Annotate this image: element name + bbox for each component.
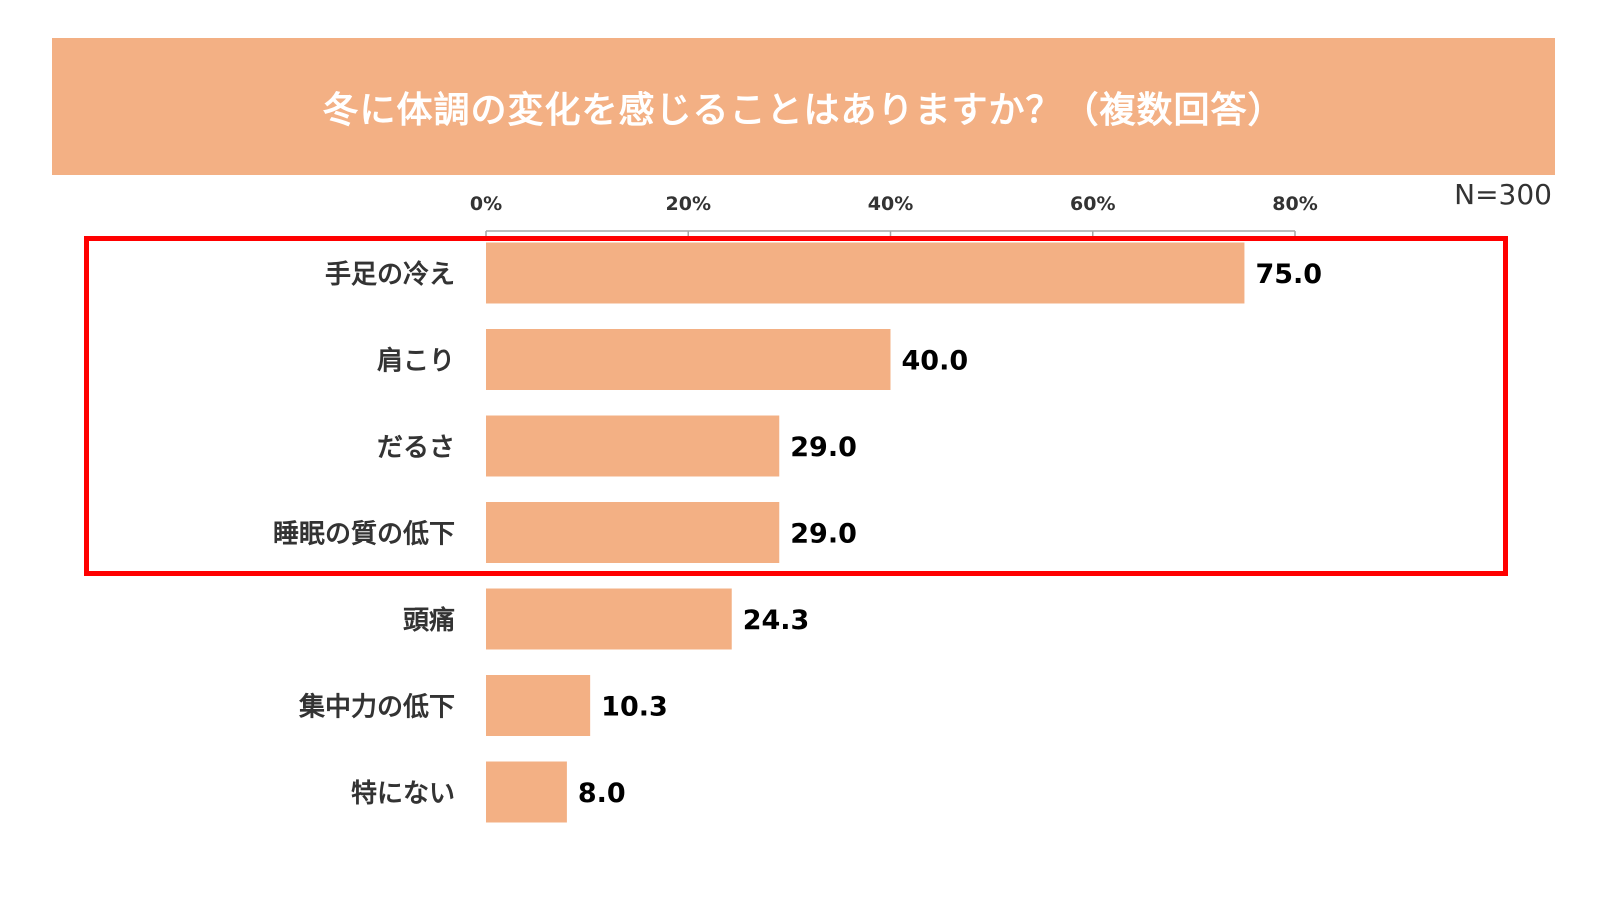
bar <box>486 761 567 823</box>
labels-layer: 手足の冷え 75.0 肩こり 40.0 だるさ 29.0 睡眠の質の低下 29.0 頭痛 24.3… <box>273 259 1322 809</box>
x-tick-label: 40% <box>868 193 913 215</box>
value-label: 29.0 <box>790 519 857 550</box>
category-label: 睡眠の質の低下 <box>273 520 455 550</box>
sample-size-label: N=300 <box>1454 178 1552 211</box>
axis-layer: 0% 20% 40% 60% 80% <box>470 193 1318 239</box>
value-label: 8.0 <box>578 778 626 809</box>
chart-title: 冬に体調の変化を感じることはありますか？（複数回答） <box>322 89 1285 131</box>
value-label: 10.3 <box>601 692 668 723</box>
bar <box>486 329 891 390</box>
x-tick-label: 0% <box>470 193 502 215</box>
bar <box>486 502 780 563</box>
bars-layer <box>486 242 1245 823</box>
category-label: 手足の冷え <box>325 259 455 290</box>
bar <box>486 415 780 477</box>
bar <box>486 242 1245 304</box>
value-label: 29.0 <box>790 432 857 463</box>
category-label: だるさ <box>377 433 455 463</box>
value-label: 40.0 <box>902 346 969 377</box>
category-label: 肩こり <box>377 346 455 377</box>
value-label: 75.0 <box>1255 259 1322 290</box>
x-tick-label: 20% <box>666 193 711 215</box>
category-label: 集中力の低下 <box>298 692 455 723</box>
category-label: 特にない <box>351 778 455 809</box>
bar <box>486 675 591 736</box>
x-tick-label: 60% <box>1070 193 1115 215</box>
bar <box>486 588 732 650</box>
title-banner: 冬に体調の変化を感じることはありますか？（複数回答） <box>52 38 1555 175</box>
category-label: 頭痛 <box>403 605 455 636</box>
x-tick-label: 80% <box>1272 193 1317 215</box>
value-label: 24.3 <box>743 605 810 636</box>
